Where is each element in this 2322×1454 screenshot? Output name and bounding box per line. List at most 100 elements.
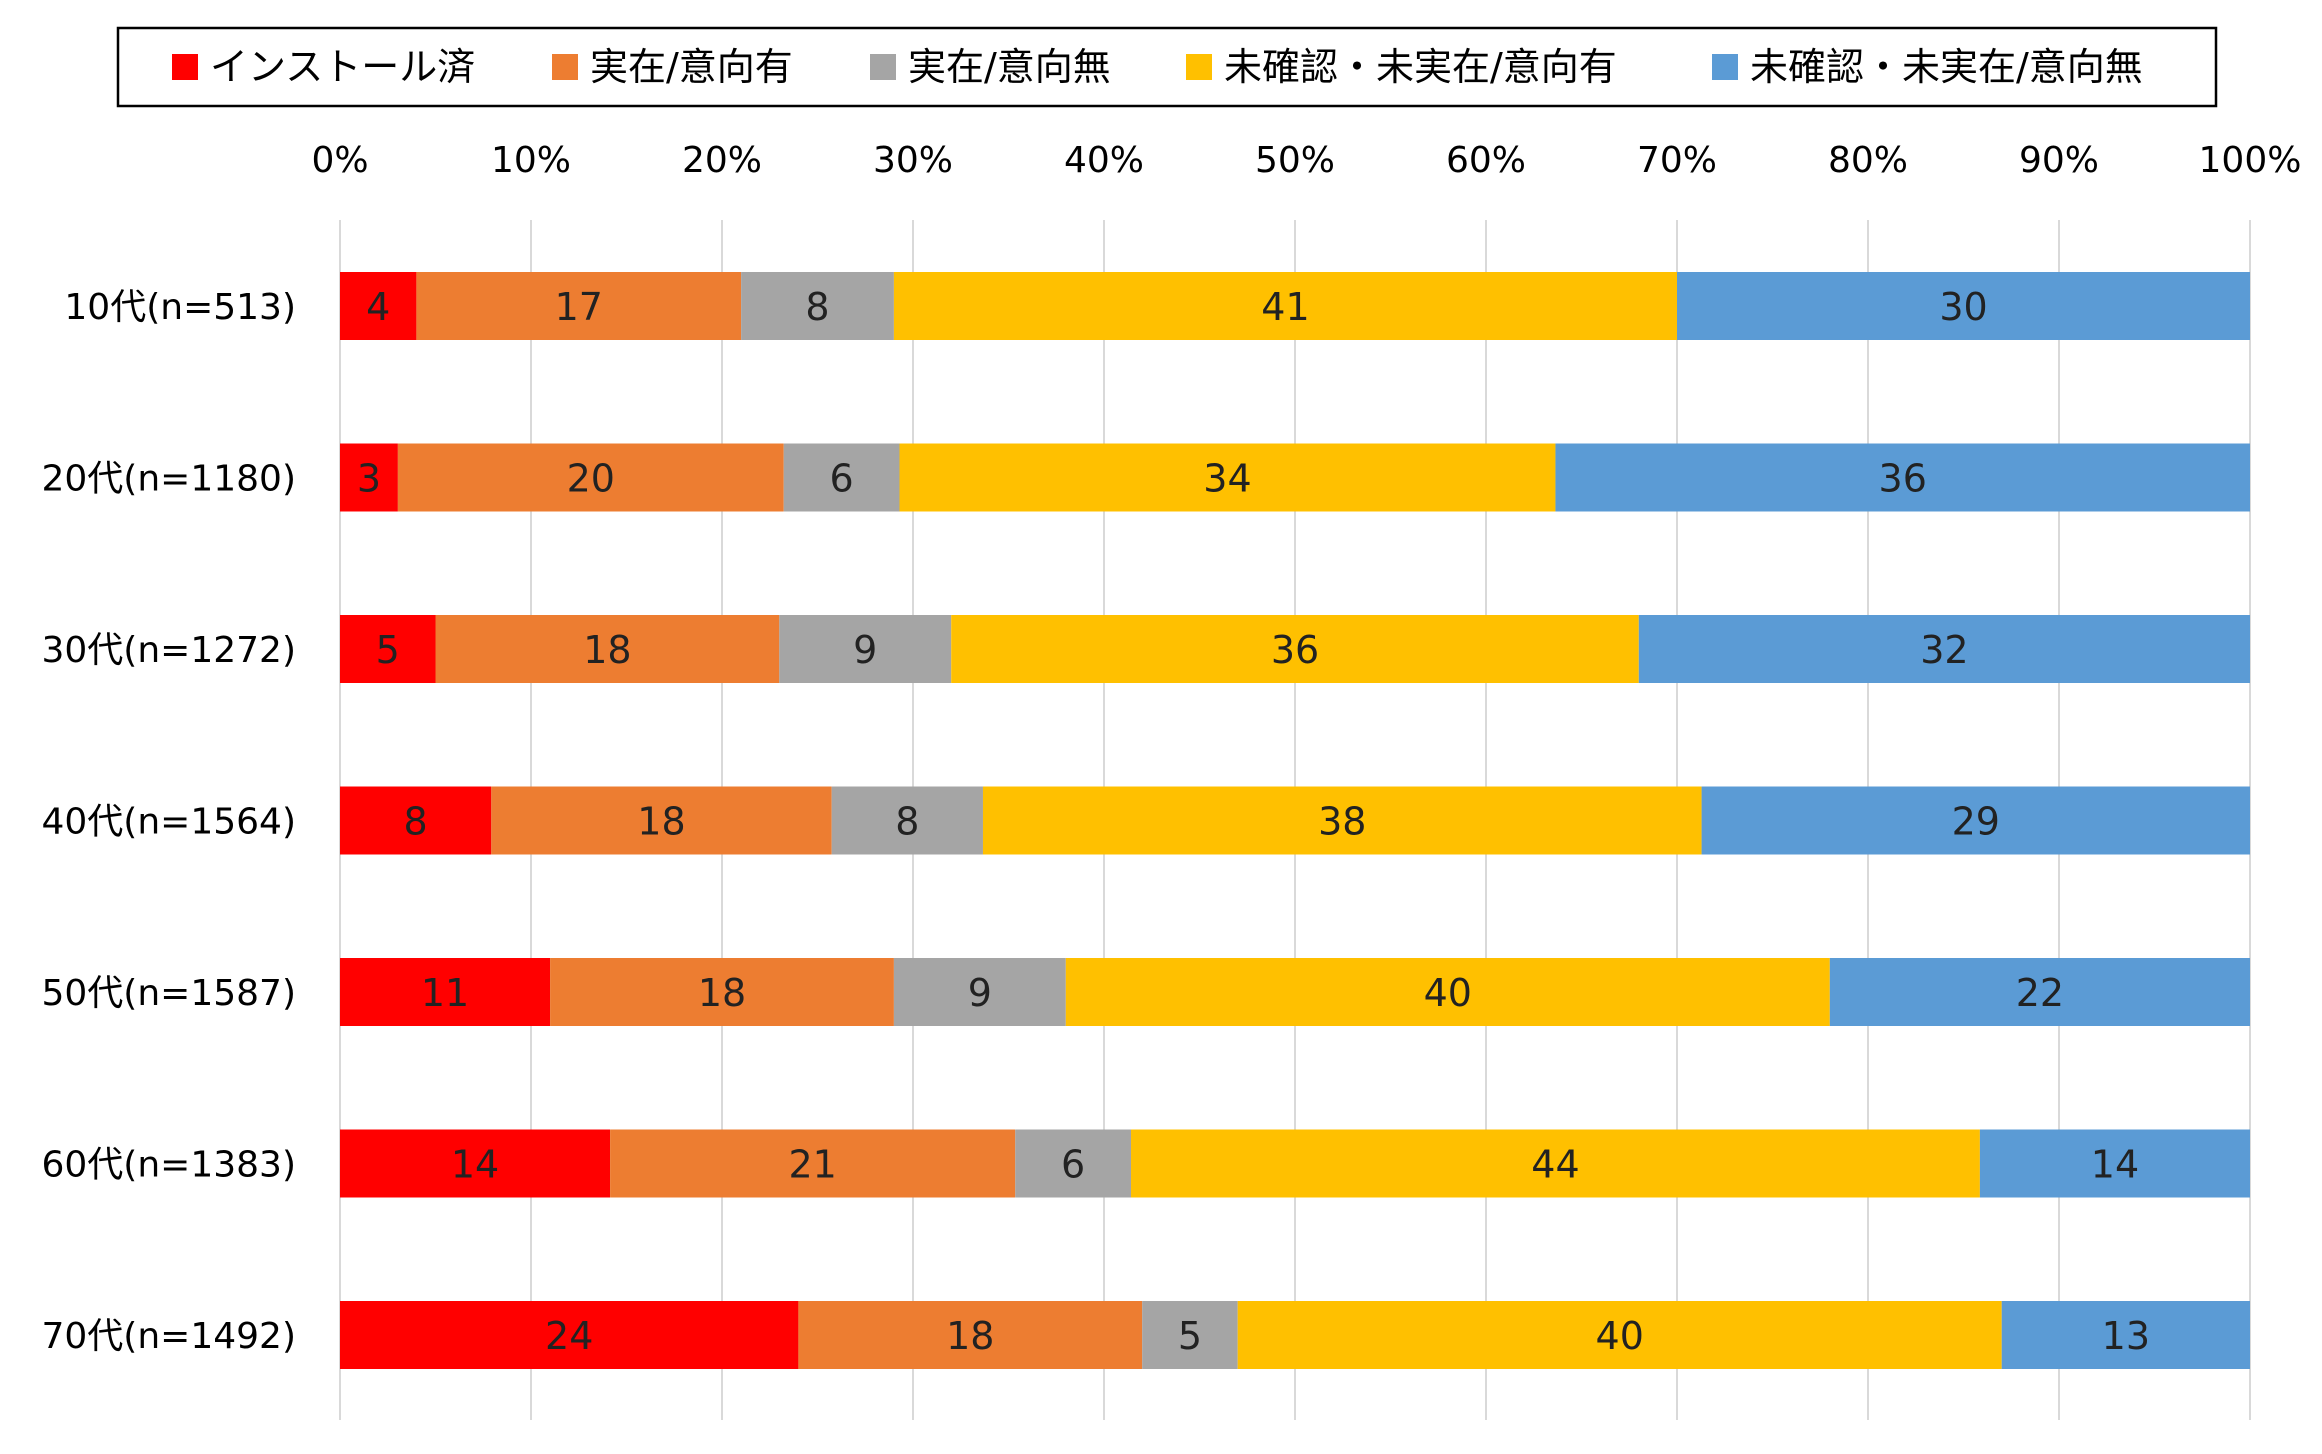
data-label: 36: [1271, 628, 1319, 672]
data-label: 32: [1920, 628, 1968, 672]
x-tick-label: 70%: [1637, 140, 1717, 181]
bar-segment: [982, 786, 1702, 855]
category-label: 40代(n=1564): [42, 802, 297, 843]
x-tick-label: 20%: [682, 140, 762, 181]
category-label: 70代(n=1492): [42, 1316, 297, 1357]
bar-segment: [831, 786, 983, 855]
data-label: 18: [946, 1314, 994, 1358]
legend-entry: 未確認・未実在/意向無: [1750, 45, 2143, 89]
bar-segment: [899, 443, 1556, 512]
bar-segment: [1555, 443, 2250, 512]
data-label: 41: [1261, 285, 1309, 329]
data-label: 5: [376, 628, 400, 672]
category-label: 50代(n=1587): [42, 973, 297, 1014]
bar-segment: [1677, 272, 2250, 340]
bar-segment: [397, 443, 784, 512]
data-label: 9: [853, 628, 877, 672]
data-label: 6: [830, 457, 854, 501]
legend-swatch: [1712, 54, 1738, 80]
bar-segment: [435, 615, 780, 683]
bar-segment: [741, 272, 894, 340]
bar-segment: [1638, 615, 2250, 683]
legend-entry: 実在/意向有: [590, 45, 793, 89]
x-tick-label: 30%: [873, 140, 953, 181]
bars: 4 17 8 41 30 3 20 6 34 36 5 18 9 36 32 8 18 8 38 29 11 18 9 40 2…: [340, 272, 2250, 1369]
bar-segment: [340, 958, 551, 1026]
bar-segment: [1142, 1301, 1238, 1369]
data-label: 18: [583, 628, 631, 672]
data-label: 21: [788, 1143, 836, 1187]
legend-swatch: [552, 54, 578, 80]
legend-swatch: [172, 54, 198, 80]
x-tick-label: 100%: [2199, 140, 2302, 181]
data-label: 14: [2091, 1143, 2139, 1187]
legend-entry: 未確認・未実在/意向有: [1224, 45, 1617, 89]
x-tick-label: 40%: [1064, 140, 1144, 181]
legend-swatch: [870, 54, 896, 80]
x-tick-label: 0%: [311, 140, 368, 181]
data-label: 36: [1879, 457, 1927, 501]
data-label: 17: [555, 285, 603, 329]
data-label: 22: [2016, 971, 2064, 1015]
data-label: 34: [1203, 457, 1251, 501]
legend-swatch: [1186, 54, 1212, 80]
data-label: 8: [404, 800, 428, 844]
data-label: 6: [1061, 1143, 1085, 1187]
bar-segment: [550, 958, 894, 1026]
bar-segment: [1131, 1129, 1980, 1198]
data-label: 18: [698, 971, 746, 1015]
legend-entry: インストール済: [210, 45, 475, 89]
x-tick-label: 90%: [2019, 140, 2099, 181]
data-label: 38: [1318, 800, 1366, 844]
x-tick-label: 80%: [1828, 140, 1908, 181]
data-label: 3: [357, 457, 381, 501]
data-label: 9: [968, 971, 992, 1015]
legend: インストール済 実在/意向有 実在/意向無 未確認・未実在/意向有 未確認・未実在/意向…: [116, 26, 2218, 108]
bar-segment: [1979, 1129, 2250, 1198]
bar-segment: [416, 272, 742, 340]
bar-segment: [783, 443, 900, 512]
x-axis-ticks: 0% 10% 20% 30% 40% 50% 60% 70% 80% 90% 100%: [311, 140, 2301, 181]
data-label: 44: [1531, 1143, 1579, 1187]
bar-segment: [1065, 958, 1830, 1026]
bar-segment: [491, 786, 832, 855]
data-label: 8: [895, 800, 919, 844]
data-label: 24: [545, 1314, 593, 1358]
bar-segment: [610, 1129, 1016, 1198]
bar-segment: [951, 615, 1639, 683]
bar-segment: [340, 443, 398, 512]
data-label: 5: [1178, 1314, 1202, 1358]
bar-segment: [340, 1301, 799, 1369]
data-label: 8: [805, 285, 829, 329]
x-tick-label: 50%: [1255, 140, 1335, 181]
data-label: 20: [567, 457, 615, 501]
bar-segment: [340, 786, 492, 855]
data-label: 13: [2102, 1314, 2150, 1358]
category-label: 20代(n=1180): [42, 459, 297, 500]
bar-segment: [340, 1129, 611, 1198]
bar-segment: [1015, 1129, 1132, 1198]
bar-segment: [893, 958, 1066, 1026]
bar-segment: [779, 615, 952, 683]
data-label: 18: [637, 800, 685, 844]
bar-segment: [2001, 1301, 2250, 1369]
data-label: 40: [1424, 971, 1472, 1015]
data-label: 29: [1952, 800, 2000, 844]
category-label: 60代(n=1383): [42, 1145, 297, 1186]
data-label: 40: [1596, 1314, 1644, 1358]
bar-segment: [340, 272, 417, 340]
category-label: 10代(n=513): [64, 287, 296, 328]
bar-segment: [340, 615, 436, 683]
data-label: 4: [366, 285, 390, 329]
bar-segment: [1829, 958, 2250, 1026]
data-label: 11: [421, 971, 469, 1015]
bar-segment: [798, 1301, 1143, 1369]
category-labels: 10代(n=513) 20代(n=1180) 30代(n=1272) 40代(n=15…: [42, 287, 297, 1357]
data-label: 30: [1939, 285, 1987, 329]
legend-entry: 実在/意向無: [908, 45, 1111, 89]
data-label: 14: [451, 1143, 499, 1187]
bar-segment: [1237, 1301, 2002, 1369]
category-label: 30代(n=1272): [42, 630, 297, 671]
